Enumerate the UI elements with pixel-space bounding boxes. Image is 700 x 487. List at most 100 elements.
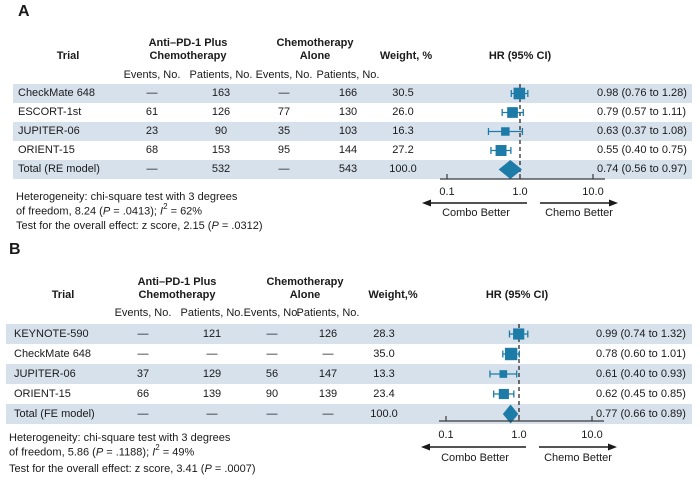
events-chemo-cell: 95 [277, 144, 291, 156]
patients-combo-cell: 153 [211, 144, 231, 156]
heterogeneity-line2: of freedom, 8.24 (P = .0413); I2 = 62% [16, 201, 203, 218]
hr-ci-cell: 0.61 (0.40 to 0.93) [596, 368, 686, 380]
trial-name-cell: CheckMate 648 [18, 87, 96, 99]
panel-b-label: B [9, 241, 21, 258]
hr-ci-cell: 0.98 (0.76 to 1.28) [597, 87, 687, 99]
x-axis-tick-label: 1.0 [511, 429, 526, 441]
events-chemo-cell: — [266, 408, 278, 420]
x-axis-tick-label: 10.0 [582, 186, 603, 198]
hr-ci-cell: 0.77 (0.66 to 0.89) [596, 408, 686, 420]
overall-effect-line: Test for the overall effect: z score, 3.… [9, 463, 256, 475]
events-chemo-subheader: Events, No. [255, 69, 313, 81]
patients-combo-subheader: Patients, No. [189, 69, 253, 81]
events-chemo-cell: 90 [265, 388, 279, 400]
trial-name-cell: Total (FE model) [14, 408, 95, 420]
combo-better-arrowhead-icon [422, 199, 431, 207]
table-row: KEYNOTE-590 — 121 — 126 28.3 0.99 (0.74 to 1.3… [6, 324, 692, 344]
table-row: JUPITER-06 23 90 35 103 16.3 0.63 (0.37 to 1.0… [13, 122, 692, 141]
hr-ci-cell: 0.99 (0.74 to 1.32) [596, 328, 686, 340]
events-combo-cell: — [146, 163, 158, 175]
hr-ci-cell: 0.55 (0.40 to 0.75) [597, 144, 687, 156]
hr-ci-cell: 0.79 (0.57 to 1.11) [597, 106, 687, 118]
hr-ci-cell: 0.63 (0.37 to 1.08) [597, 125, 687, 137]
weight-cell: 28.3 [373, 328, 395, 340]
patients-combo-cell: 129 [202, 368, 222, 380]
weight-cell: 100.0 [370, 408, 398, 420]
table-row: Total (RE model) — 532 — 543 100.0 0.74 (0.56 … [13, 160, 692, 179]
events-combo-cell: 66 [136, 388, 150, 400]
combo-better-arrowhead-icon [421, 443, 430, 451]
combo-better-label: Combo Better [441, 452, 509, 464]
hr-column-header: HR (95% CI) [488, 50, 552, 62]
chemo-better-arrowhead-icon [609, 199, 618, 207]
panel-a-label: A [18, 3, 30, 20]
patients-chemo-cell: 130 [338, 106, 358, 118]
patients-combo-cell: 139 [202, 388, 222, 400]
patients-chemo-subheader: Patients, No. [316, 69, 380, 81]
combo-group-line1: Anti–PD-1 Plus [148, 37, 228, 49]
patients-chemo-cell: 144 [338, 144, 358, 156]
events-combo-cell: 37 [136, 368, 150, 380]
patients-chemo-cell: 543 [338, 163, 358, 175]
events-chemo-cell: — [266, 328, 278, 340]
patients-chemo-cell: 147 [318, 368, 338, 380]
patients-combo-cell: 126 [211, 106, 231, 118]
trial-column-header: Trial [56, 50, 80, 62]
trial-name-cell: JUPITER-06 [14, 368, 76, 380]
events-chemo-cell: — [278, 163, 290, 175]
x-axis-tick-label: 0.1 [438, 429, 453, 441]
trial-name-cell: ORIENT-15 [14, 388, 71, 400]
patients-chemo-cell: 126 [318, 328, 338, 340]
events-chemo-cell: 35 [277, 125, 291, 137]
overall-effect-note: Test for the overall effect: z score, 2.… [16, 221, 263, 232]
combo-group-header: Anti–PD-1 Plus Chemotherapy [138, 276, 217, 302]
chemo-better-label: Chemo Better [544, 452, 612, 464]
table-row: Total (FE model) — — — — 100.0 0.77 (0.66 to 0… [6, 404, 692, 424]
table-row: CheckMate 648 — 163 — 166 30.5 0.98 (0.76 to 1… [13, 84, 692, 103]
heterogeneity-line1: Heterogeneity: chi-square test with 3 de… [9, 432, 231, 444]
patients-combo-cell: — [206, 348, 218, 360]
heterogeneity-line1: Heterogeneity: chi-square test with 3 de… [16, 191, 238, 203]
events-combo-subheader: Events, No. [123, 69, 181, 81]
patients-chemo-cell: 166 [338, 87, 358, 99]
chemo-better-label: Chemo Better [545, 207, 613, 219]
combo-better-label: Combo Better [442, 207, 510, 219]
table-row: ESCORT-1st 61 126 77 130 26.0 0.79 (0.57 to 1.… [13, 103, 692, 122]
trial-name-cell: Total (RE model) [18, 163, 100, 175]
chemo-group-line1: Chemotherapy [266, 276, 344, 288]
hr-ci-cell: 0.62 (0.45 to 0.85) [596, 388, 686, 400]
patients-chemo-subheader: Patients, No. [296, 307, 360, 319]
events-combo-cell: — [137, 328, 149, 340]
events-combo-cell: 23 [145, 125, 159, 137]
combo-group-header: Anti–PD-1 Plus Chemotherapy [149, 37, 228, 63]
table-row: ORIENT-15 66 139 90 139 23.4 0.62 (0.45 to 0.8… [6, 384, 692, 404]
trial-name-cell: CheckMate 648 [14, 348, 92, 360]
patients-combo-subheader: Patients, No. [180, 307, 244, 319]
weight-cell: 27.2 [392, 144, 414, 156]
chemo-group-line2: Alone [299, 50, 331, 62]
patients-chemo-cell: — [322, 408, 334, 420]
weight-cell: 23.4 [373, 388, 395, 400]
events-chemo-cell: 77 [277, 106, 291, 118]
combo-group-line2: Chemotherapy [138, 289, 216, 301]
weight-cell: 100.0 [389, 163, 417, 175]
combo-group-line2: Chemotherapy [149, 50, 227, 62]
hr-ci-cell: 0.74 (0.56 to 0.97) [597, 163, 687, 175]
patients-combo-cell: 163 [211, 87, 231, 99]
overall-effect-line: Test for the overall effect: z score, 2.… [16, 220, 263, 232]
patients-chemo-cell: — [322, 348, 334, 360]
chemo-group-header: Chemotherapy Alone [276, 37, 353, 63]
heterogeneity-line2: of freedom, 5.86 (P = .1188); I2 = 49% [9, 442, 195, 459]
x-axis-tick-label: 10.0 [581, 429, 602, 441]
chemo-better-arrowhead-icon [608, 443, 617, 451]
events-combo-cell: 61 [145, 106, 159, 118]
weight-cell: 35.0 [373, 348, 395, 360]
trial-name-cell: ORIENT-15 [18, 144, 75, 156]
events-chemo-cell: 56 [265, 368, 279, 380]
events-combo-cell: — [146, 87, 158, 99]
trial-name-cell: ESCORT-1st [18, 106, 82, 118]
weight-column-header: Weight,% [368, 289, 418, 301]
weight-column-header: Weight, % [379, 50, 433, 62]
table-row: ORIENT-15 68 153 95 144 27.2 0.55 (0.40 to 0.7… [13, 141, 692, 160]
